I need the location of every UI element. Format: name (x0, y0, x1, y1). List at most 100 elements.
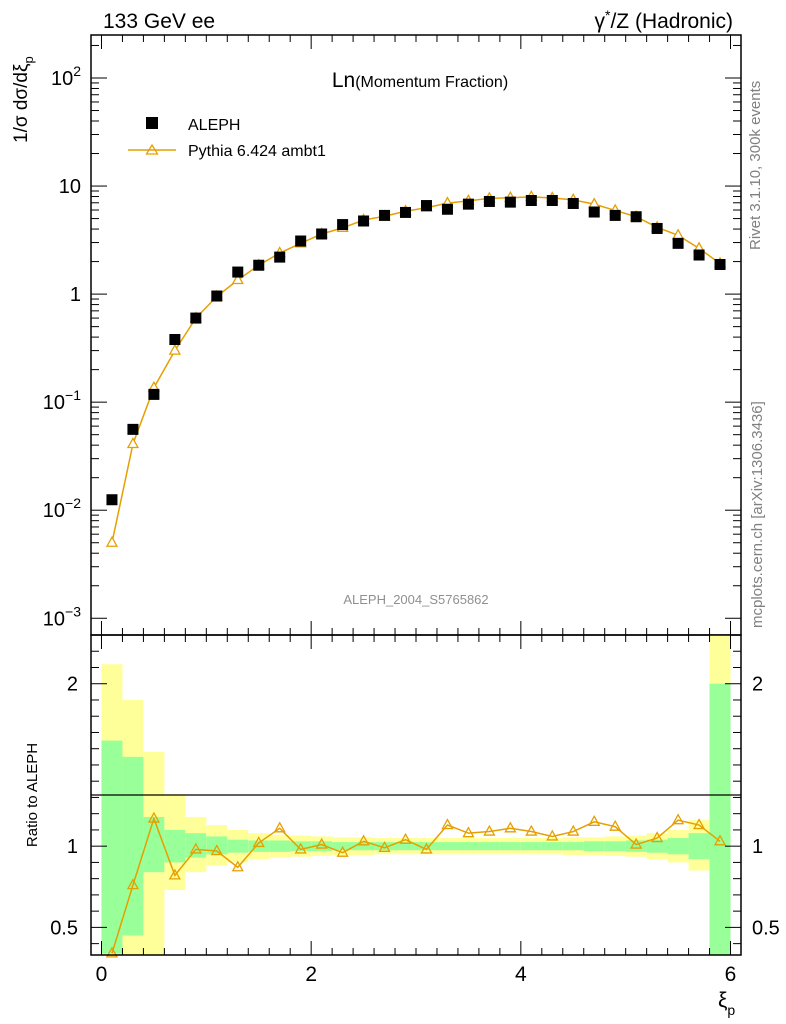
mcplots-label: mcplots.cern.ch [arXiv:1306.3436] (749, 401, 766, 628)
ratio-band-inner (457, 842, 479, 851)
data-series (106, 194, 726, 506)
ratio-y-label: Ratio to ALEPH (24, 743, 41, 847)
header-right: γ*/Z (Hadronic) (595, 7, 733, 33)
ratio-band-inner (269, 840, 291, 852)
mc-point (105, 535, 119, 547)
main-y-tick-label: 10−3 (43, 603, 81, 630)
data-point (190, 312, 202, 324)
ratio-band-inner (311, 841, 333, 852)
ratio-point (168, 868, 181, 880)
ratio-band-inner (122, 756, 144, 936)
data-point (148, 388, 160, 400)
main-y-label: 1/σ dσ/dξp (11, 56, 36, 143)
ratio-band-inner (499, 842, 521, 851)
data-point (483, 195, 495, 207)
ratio-point (294, 842, 307, 854)
data-point (358, 215, 370, 227)
ratio-band-inner (185, 833, 207, 858)
ratio-y-tick-label-right: 1 (752, 836, 763, 858)
ratio-band-inner (227, 839, 249, 853)
ratio-band-inner (562, 842, 584, 851)
ratio-band-inner (583, 841, 605, 852)
ratio-band-inner (709, 683, 731, 955)
ratio-point (609, 819, 622, 831)
ratio-axis-ticks (91, 635, 741, 955)
ratio-band-inner (416, 842, 437, 851)
ratio-point (713, 834, 727, 846)
mc-point (168, 343, 181, 355)
legend-mc-label: Pythia 6.424 ambt1 (188, 143, 326, 160)
legend-data-marker (146, 117, 158, 129)
ratio-point (546, 829, 559, 841)
ratio-point (147, 811, 161, 823)
data-point (567, 197, 579, 209)
mc-point (126, 437, 140, 449)
ratio-band-inner (164, 829, 186, 863)
data-point (211, 290, 223, 302)
main-y-tick-label: 10−2 (43, 495, 81, 522)
ratio-band-inner (604, 841, 626, 852)
data-point (274, 251, 286, 263)
legend-mc-marker (145, 143, 159, 155)
ratio-y-tick-label-left: 2 (67, 674, 78, 696)
ratio-point (441, 818, 454, 830)
ratio-band-inner (143, 816, 165, 873)
ratio-point (399, 832, 412, 844)
data-point (169, 334, 181, 346)
main-plot-area (91, 35, 741, 635)
data-point (127, 423, 139, 435)
ratio-band-inner (436, 842, 458, 851)
data-point (232, 266, 244, 278)
ratio-point (692, 818, 706, 830)
ratio-point (231, 860, 244, 872)
x-tick-label: 2 (305, 963, 317, 986)
ratio-band-inner (290, 841, 312, 852)
data-point (420, 200, 432, 212)
ratio-y-tick-label-left: 0.5 (50, 917, 78, 939)
main-y-tick-label: 102 (51, 63, 81, 90)
mc-point (231, 273, 244, 285)
data-point (525, 194, 537, 206)
data-point (316, 228, 328, 240)
ratio-point (357, 834, 370, 846)
data-point (504, 196, 516, 208)
ratio-y-tick-label-left: 1 (67, 836, 78, 858)
x-tick-label: 6 (725, 963, 737, 986)
x-tick-label: 0 (96, 963, 108, 986)
ratio-point (189, 842, 202, 854)
ratio-point (252, 836, 265, 848)
ratio-y-tick-label-right: 0.5 (752, 917, 780, 939)
data-point (546, 194, 558, 206)
main-axis-ticks (91, 35, 741, 635)
analysis-watermark: ALEPH_2004_S5765862 (343, 592, 488, 607)
x-axis-label: ξp (718, 989, 735, 1018)
legend: ALEPH Pythia 6.424 ambt1 (128, 117, 326, 160)
ratio-series (105, 811, 727, 958)
ratio-point (588, 814, 601, 826)
ratio-point (651, 831, 664, 843)
ratio-point (462, 826, 475, 838)
ratio-point (126, 878, 140, 890)
x-tick-labels: 0 2 4 6 (96, 963, 737, 986)
ratio-band-inner (374, 842, 396, 851)
data-point (630, 211, 642, 223)
ratio-point (504, 821, 517, 833)
ratio-point (525, 824, 538, 836)
data-point (651, 222, 663, 234)
main-y-tick-label: 10−1 (43, 387, 81, 414)
ratio-point (336, 845, 349, 857)
data-point (379, 209, 391, 221)
main-y-tick-labels: 10−3 10−2 10−1 1 10 102 (43, 63, 81, 630)
data-point (714, 258, 726, 270)
data-point (253, 259, 265, 271)
ratio-band-inner (395, 842, 416, 851)
ratio-y-tick-labels: 0.5 0.5 1 1 2 2 (50, 674, 780, 940)
data-point (400, 206, 412, 218)
data-point (672, 237, 684, 249)
ratio-point (315, 837, 328, 849)
ratio-band-inner (667, 838, 689, 855)
ratio-band-inner (520, 842, 542, 851)
ratio-band-inner (541, 842, 563, 851)
main-y-tick-label: 1 (70, 284, 81, 306)
